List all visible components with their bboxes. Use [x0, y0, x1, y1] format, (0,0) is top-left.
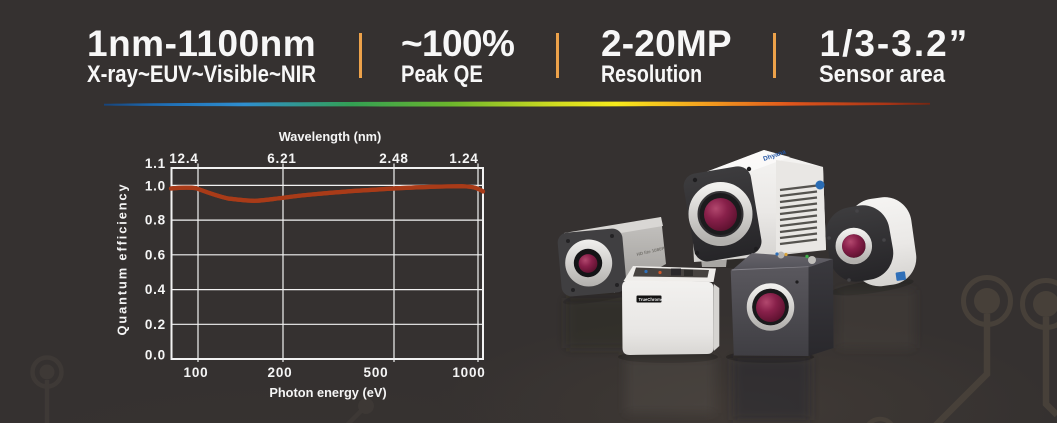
- svg-text:0.8: 0.8: [145, 213, 166, 228]
- svg-text:12.4: 12.4: [169, 151, 198, 166]
- svg-text:0.4: 0.4: [145, 282, 166, 297]
- svg-text:1.24: 1.24: [449, 151, 478, 166]
- svg-text:6.21: 6.21: [267, 151, 296, 166]
- svg-text:1.1: 1.1: [145, 156, 166, 171]
- svg-text:100: 100: [184, 365, 209, 380]
- svg-text:500: 500: [364, 365, 389, 380]
- svg-text:TrueChrome II: TrueChrome II: [639, 297, 667, 302]
- svg-text:2.48: 2.48: [379, 151, 408, 166]
- svg-text:1000: 1000: [452, 365, 485, 380]
- svg-text:1.0: 1.0: [145, 179, 166, 194]
- svg-text:Wavelength (nm): Wavelength (nm): [279, 129, 382, 144]
- svg-text:0.0: 0.0: [145, 348, 166, 363]
- svg-text:200: 200: [268, 365, 293, 380]
- svg-text:0.2: 0.2: [145, 317, 166, 332]
- svg-text:Photon energy (eV): Photon energy (eV): [269, 385, 386, 400]
- svg-text:0.6: 0.6: [145, 247, 166, 262]
- svg-text:Quantum efficiency: Quantum efficiency: [115, 183, 130, 336]
- svg-text:HD lite 1080P: HD lite 1080P: [636, 246, 665, 257]
